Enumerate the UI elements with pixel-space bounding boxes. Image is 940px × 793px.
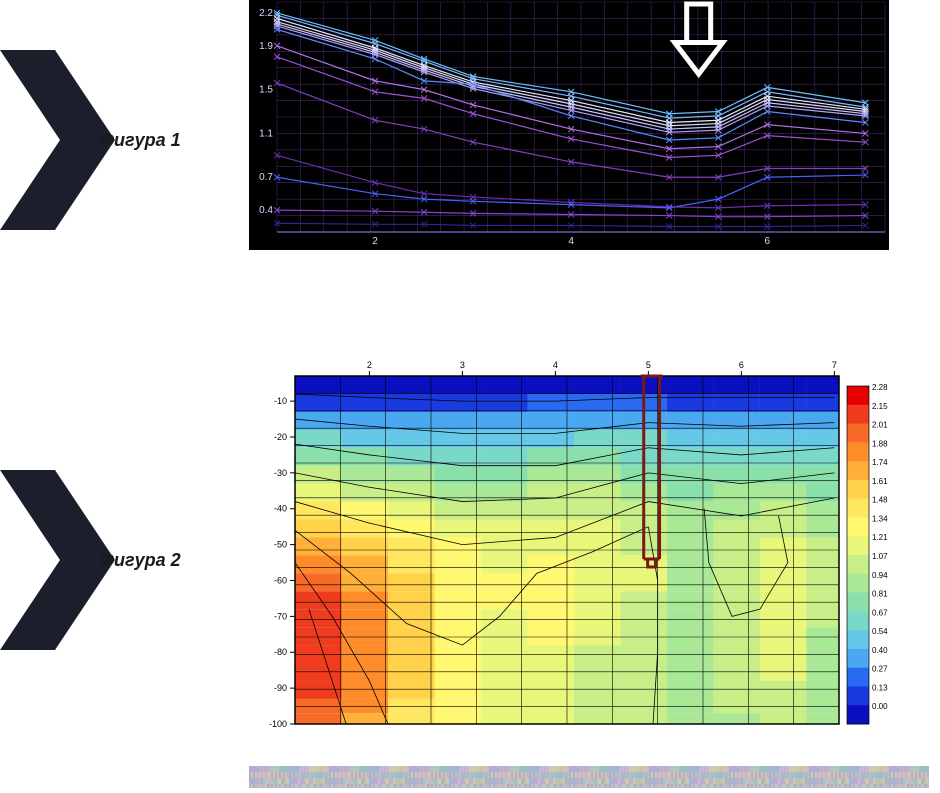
svg-text:-100: -100: [269, 719, 287, 729]
svg-text:0.00: 0.00: [872, 702, 888, 711]
svg-text:4: 4: [568, 236, 574, 247]
svg-text:2.15: 2.15: [872, 402, 888, 411]
svg-text:0.40: 0.40: [872, 646, 888, 655]
svg-text:3: 3: [460, 360, 465, 370]
svg-text:0.54: 0.54: [872, 627, 888, 636]
svg-text:-30: -30: [274, 468, 287, 478]
svg-text:0.27: 0.27: [872, 665, 888, 674]
figure1-pointer: Фигура 1: [0, 50, 230, 230]
svg-text:0.7: 0.7: [259, 172, 273, 183]
svg-text:1.21: 1.21: [872, 533, 888, 542]
svg-text:1.9: 1.9: [259, 41, 273, 52]
figure2-label: Фигура 2: [100, 550, 181, 571]
svg-text:1.07: 1.07: [872, 552, 888, 561]
svg-text:1.61: 1.61: [872, 477, 888, 486]
svg-text:0.4: 0.4: [259, 205, 273, 216]
svg-text:1.74: 1.74: [872, 458, 888, 467]
svg-text:1.48: 1.48: [872, 496, 888, 505]
svg-text:2.01: 2.01: [872, 421, 888, 430]
svg-text:1.88: 1.88: [872, 439, 888, 448]
svg-text:-20: -20: [274, 432, 287, 442]
svg-text:0.67: 0.67: [872, 608, 888, 617]
svg-text:6: 6: [739, 360, 744, 370]
svg-text:-50: -50: [274, 540, 287, 550]
svg-text:0.94: 0.94: [872, 571, 888, 580]
svg-text:1.1: 1.1: [259, 128, 273, 139]
svg-text:-80: -80: [274, 647, 287, 657]
svg-text:1.34: 1.34: [872, 514, 888, 523]
figure2-chart: 2 3 4 5 6 7 -10 -20 -30 -40 -50 -60 -70 -80 -90 -100 2.2…: [249, 358, 929, 738]
svg-text:2: 2: [372, 236, 378, 247]
svg-text:0.81: 0.81: [872, 590, 888, 599]
svg-text:-90: -90: [274, 683, 287, 693]
svg-text:1.5: 1.5: [259, 85, 273, 96]
figure1-label: Фигура 1: [100, 130, 181, 151]
noise-strip: [249, 766, 929, 788]
svg-text:2.2: 2.2: [259, 8, 273, 19]
svg-text:4: 4: [553, 360, 558, 370]
svg-text:2: 2: [367, 360, 372, 370]
svg-text:6: 6: [765, 236, 771, 247]
svg-text:-60: -60: [274, 575, 287, 585]
svg-text:5: 5: [646, 360, 651, 370]
figure2-pointer: Фигура 2: [0, 470, 230, 650]
svg-text:-40: -40: [274, 504, 287, 514]
svg-text:0.13: 0.13: [872, 683, 888, 692]
svg-text:2.28: 2.28: [872, 383, 888, 392]
figure1-chart: 0.4 0.7 1.1 1.5 1.9 2.2 2 4 6: [249, 0, 889, 250]
svg-text:-70: -70: [274, 611, 287, 621]
svg-text:7: 7: [832, 360, 837, 370]
svg-text:-10: -10: [274, 396, 287, 406]
